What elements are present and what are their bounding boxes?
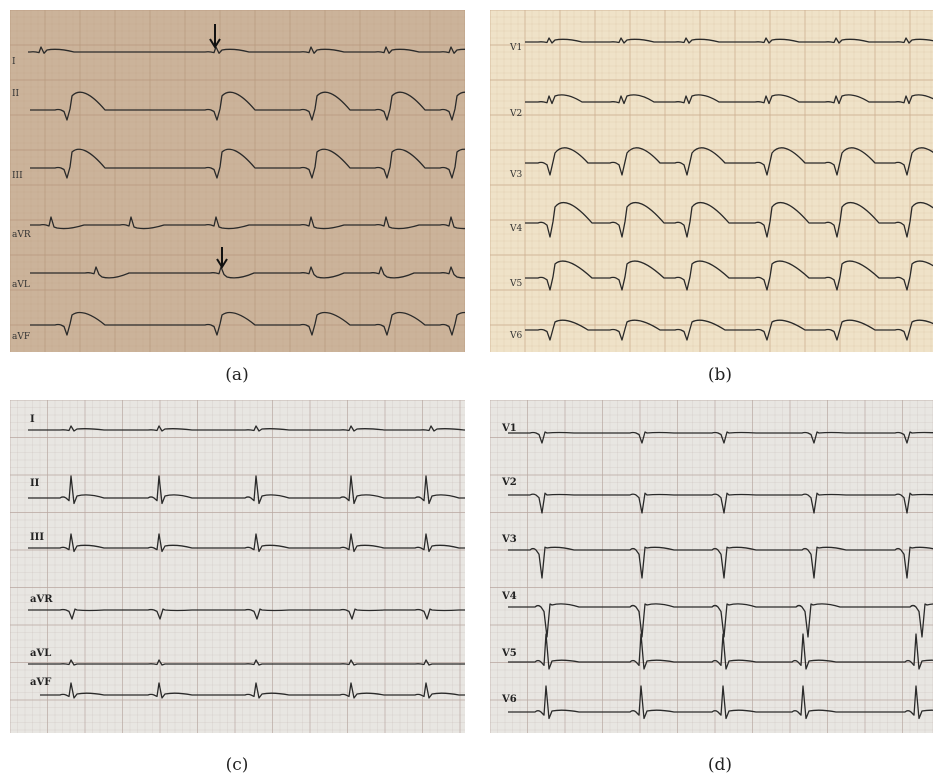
ecg-panel-c: I II III aVR aVL aVF (10, 400, 465, 733)
caption-d: (d) (707, 755, 733, 775)
lead-label-a-aVL: aVL (12, 280, 30, 290)
ecg-trace-b-V5 (525, 260, 933, 291)
ecg-trace-b-V2 (525, 94, 933, 105)
ecg-trace-a-II (30, 91, 465, 121)
arrow-marker-2 (216, 247, 228, 269)
ecg-trace-c-aVL (28, 659, 465, 666)
lead-label-d-V1: V1 (501, 423, 517, 434)
ecg-trace-c-aVR (28, 608, 465, 620)
lead-label-a-aVR: aVR (12, 230, 31, 240)
ecg-trace-b-V6 (525, 319, 933, 341)
ecg-trace-a-I (28, 46, 465, 54)
lead-label-b-V3: V3 (509, 170, 522, 180)
lead-label-a-I: I (12, 57, 16, 67)
lead-label-d-V3: V3 (501, 534, 517, 545)
lead-label-d-V4: V4 (501, 591, 517, 602)
svg-c-paper (10, 400, 465, 733)
lead-label-d-V6: V6 (501, 694, 517, 705)
ecg-trace-b-V4 (525, 202, 933, 238)
lead-label-b-V5: V5 (509, 279, 522, 289)
ecg-trace-a-III (30, 148, 465, 179)
lead-label-d-V5: V5 (501, 648, 517, 659)
arrow-marker-1 (209, 24, 221, 49)
lead-label-c-I: I (30, 414, 35, 425)
lead-label-b-V6: V6 (509, 331, 522, 341)
ecg-trace-c-I (28, 425, 465, 432)
lead-label-c-aVL: aVL (30, 648, 51, 659)
svg-c-grid (10, 400, 465, 733)
svg-b-grid (490, 10, 933, 352)
lead-label-a-III: III (12, 171, 23, 181)
lead-label-b-V1: V1 (509, 43, 522, 53)
lead-label-c-III: III (30, 532, 44, 543)
lead-label-c-aVR: aVR (30, 594, 53, 605)
svg-d-paper (490, 400, 933, 733)
lead-label-a-II: II (12, 89, 20, 99)
ecg-trace-a-aVR (30, 216, 465, 230)
ecg-trace-c-aVF (40, 682, 465, 699)
ecg-trace-d-V1 (508, 431, 933, 444)
ecg-panel-b-image: V1 V2 V3 V4 V5 V6 (490, 10, 933, 352)
svg-d-grid (490, 400, 933, 733)
ecg-trace-a-aVL (30, 266, 465, 279)
ecg-trace-a-aVF (30, 311, 465, 336)
svg-b-paper (490, 10, 933, 352)
ecg-trace-b-V1 (525, 37, 933, 44)
ecg-trace-c-II (28, 475, 465, 505)
lead-label-c-II: II (30, 478, 40, 489)
ecg-trace-d-V5 (508, 633, 933, 670)
svg-a-paper (10, 10, 465, 352)
ecg-panel-d-image: V1 V2 V3 V4 V5 V6 (490, 400, 933, 733)
lead-label-d-V2: V2 (501, 477, 517, 488)
ecg-trace-d-V2 (508, 492, 933, 514)
caption-c: (c) (225, 755, 249, 775)
lead-label-a-aVF: aVF (12, 332, 30, 342)
ecg-panel-b: V1 V2 V3 V4 V5 V6 (490, 10, 933, 352)
lead-label-c-aVF: aVF (30, 677, 51, 688)
ecg-trace-d-V4 (508, 603, 933, 638)
ecg-trace-c-III (28, 533, 465, 553)
ecg-trace-d-V6 (508, 685, 933, 720)
ecg-panel-a: I II III aVR aVL aVF (10, 10, 465, 352)
caption-a: (a) (225, 365, 249, 385)
ecg-panel-d: V1 V2 V3 V4 V5 V6 (490, 400, 933, 733)
ecg-trace-b-V3 (525, 147, 933, 176)
lead-label-b-V2: V2 (509, 109, 522, 119)
caption-b: (b) (707, 365, 733, 385)
ecg-trace-d-V3 (508, 546, 933, 579)
lead-label-b-V4: V4 (509, 224, 522, 234)
